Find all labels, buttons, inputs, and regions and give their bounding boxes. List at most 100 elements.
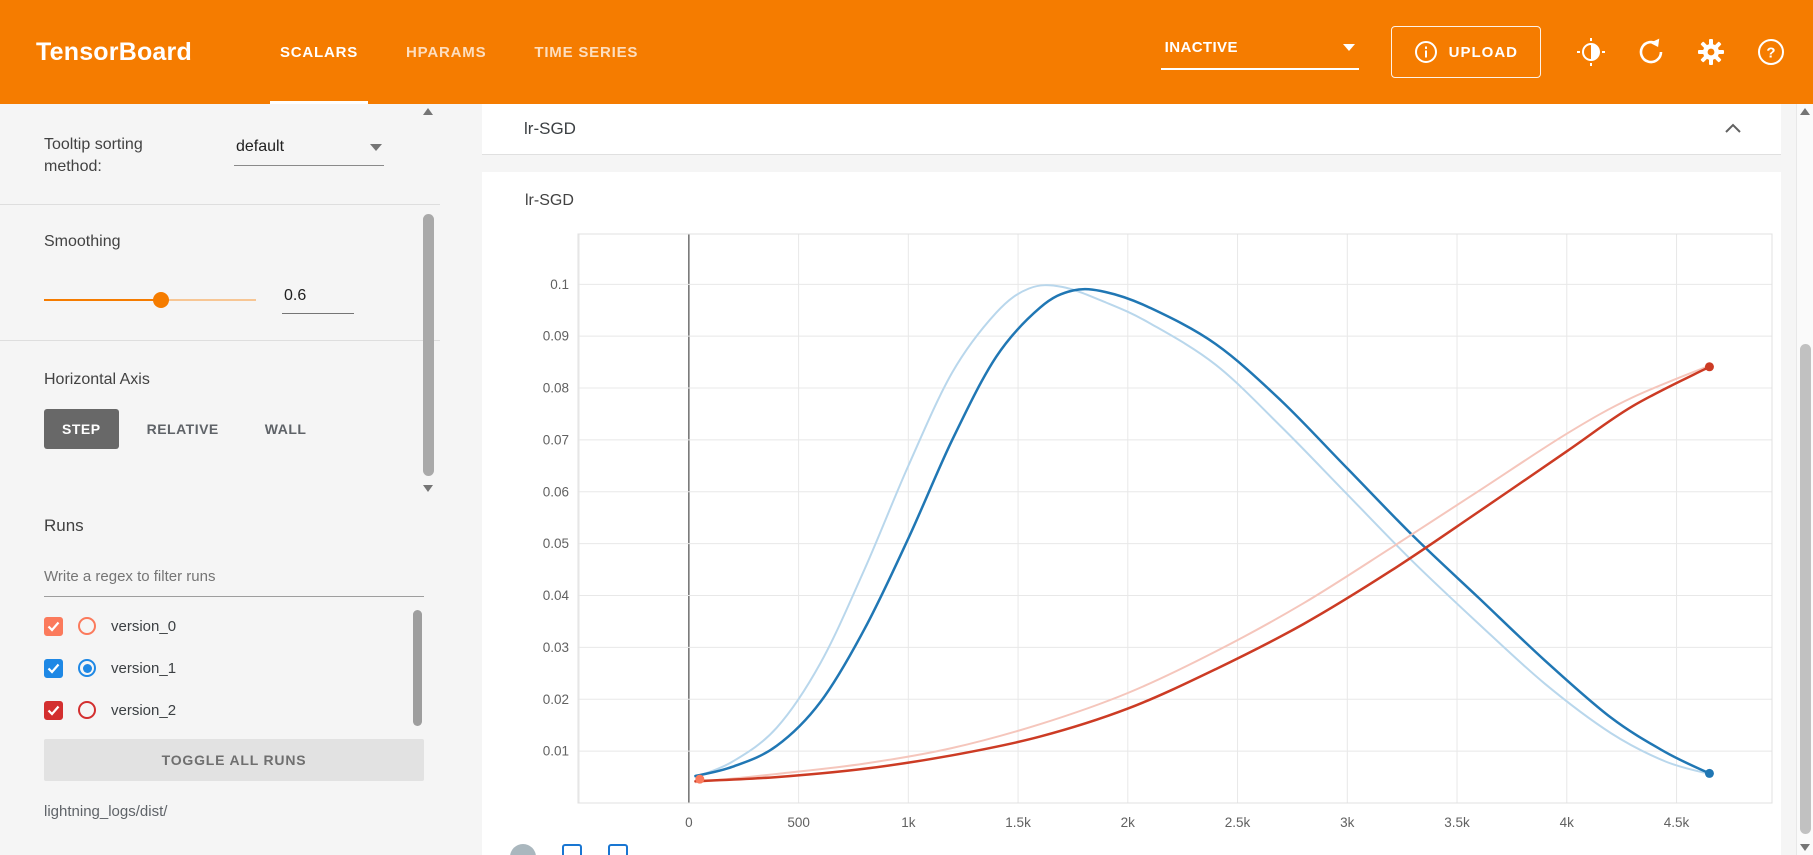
tooltip-sorting-row: Tooltip sorting method: default: [44, 134, 384, 178]
page-scrollbar[interactable]: [1796, 104, 1813, 855]
svg-text:2k: 2k: [1121, 815, 1136, 830]
slider-track-filled: [44, 298, 161, 301]
settings-sidebar: Tooltip sorting method: default Smoothin…: [0, 104, 440, 855]
run-name: version_1: [111, 659, 177, 677]
radio-dot: [82, 663, 92, 673]
app-title: TensorBoard: [36, 37, 192, 66]
chart-action-buttons: [510, 844, 628, 855]
runs-title: Runs: [44, 516, 84, 535]
smoothing-row: [44, 285, 384, 314]
smoothing-slider[interactable]: [44, 291, 256, 308]
runs-filter-input[interactable]: [44, 562, 424, 597]
svg-text:0.02: 0.02: [543, 692, 569, 707]
tooltip-sorting-select[interactable]: default: [234, 134, 384, 166]
chart-expand-icon[interactable]: [562, 844, 582, 855]
chart-action-run-icon[interactable]: [510, 844, 536, 855]
upload-button[interactable]: UPLOAD: [1390, 26, 1541, 78]
axis-relative-button[interactable]: RELATIVE: [129, 409, 237, 449]
tab-scalars[interactable]: SCALARS: [256, 0, 382, 104]
theme-toggle-button[interactable]: [1575, 36, 1607, 68]
run-row: version_2: [44, 689, 402, 731]
svg-text:2.5k: 2.5k: [1225, 815, 1251, 830]
scalar-card-header: lr-SGD: [482, 104, 1781, 155]
help-button[interactable]: ?: [1755, 36, 1787, 68]
scroll-up-icon[interactable]: [1800, 108, 1810, 115]
slider-thumb[interactable]: [152, 291, 169, 308]
check-icon: [47, 705, 60, 716]
run-name: version_0: [111, 617, 177, 635]
settings-scrollbar[interactable]: [422, 104, 435, 496]
run-list-scrollbar[interactable]: [413, 610, 422, 726]
run-list: version_0 version_1: [44, 605, 424, 731]
topbar-controls: INACTIVE UPLOAD: [1160, 26, 1787, 78]
help-icon: ?: [1758, 39, 1784, 65]
lr-sgd-chart-card: lr-SGD 0 500 1k 1.5k 2k 2.5k 3k 3.5k 4k 4.5k 0.01 0…: [482, 172, 1781, 855]
chevron-up-icon: [1725, 123, 1741, 133]
svg-text:3.5k: 3.5k: [1444, 815, 1470, 830]
toggle-all-runs-button[interactable]: TOGGLE ALL RUNS: [44, 739, 424, 781]
slider-track-rest: [160, 298, 256, 301]
horizontal-axis-buttons: STEP RELATIVE WALL: [44, 409, 384, 449]
tab-time-series[interactable]: TIME SERIES: [534, 43, 639, 61]
card-title: lr-SGD: [524, 119, 576, 138]
svg-text:0.07: 0.07: [543, 432, 569, 447]
run-state-value: INACTIVE: [1164, 38, 1238, 56]
check-icon: [47, 663, 60, 674]
svg-text:0.04: 0.04: [543, 588, 570, 603]
page-body: Tooltip sorting method: default Smoothin…: [0, 104, 1813, 855]
axis-step-button[interactable]: STEP: [44, 409, 119, 449]
run-row: version_0: [44, 605, 402, 647]
scroll-down-icon[interactable]: [1800, 844, 1810, 851]
run-checkbox[interactable]: [44, 616, 63, 636]
chart-title: lr-SGD: [525, 192, 574, 209]
general-settings-pane: Tooltip sorting method: default Smoothin…: [0, 104, 440, 449]
run-state-dropdown[interactable]: INACTIVE: [1160, 35, 1359, 70]
svg-text:0: 0: [685, 815, 693, 830]
svg-text:4.5k: 4.5k: [1664, 815, 1690, 830]
caret-down-icon: [370, 143, 382, 151]
upload-button-label: UPLOAD: [1448, 43, 1518, 61]
top-app-bar: TensorBoard SCALARS HPARAMS TIME SERIES …: [0, 0, 1813, 104]
svg-text:0.09: 0.09: [543, 329, 569, 344]
scrollbar-thumb[interactable]: [1800, 344, 1811, 834]
axis-wall-button[interactable]: WALL: [247, 409, 325, 449]
radio-dot: [83, 622, 92, 631]
scroll-up-icon[interactable]: [423, 108, 433, 115]
svg-text:0.01: 0.01: [543, 744, 569, 759]
svg-text:1k: 1k: [901, 815, 916, 830]
info-icon: [1414, 41, 1437, 63]
scroll-down-icon[interactable]: [423, 485, 433, 492]
settings-button[interactable]: [1695, 36, 1727, 68]
collapse-card-button[interactable]: [1719, 117, 1747, 142]
smoothing-label: Smoothing: [44, 233, 121, 250]
run-radio[interactable]: [78, 701, 96, 719]
refresh-icon: [1639, 38, 1663, 64]
run-checkbox[interactable]: [44, 700, 63, 720]
scrollbar-thumb[interactable]: [423, 214, 434, 476]
run-name: version_2: [111, 701, 177, 719]
run-radio[interactable]: [78, 659, 96, 677]
run-checkbox[interactable]: [44, 658, 63, 678]
caret-down-icon: [1342, 43, 1355, 51]
tooltip-sorting-label: Tooltip sorting method:: [44, 136, 143, 175]
run-row: version_1: [44, 647, 402, 689]
chart-fit-domain-icon[interactable]: [608, 844, 628, 855]
svg-text:0.1: 0.1: [550, 277, 569, 292]
smoothing-value-input[interactable]: [282, 285, 354, 314]
tab-hparams[interactable]: HPARAMS: [406, 43, 487, 61]
runs-pane: Runs version_0: [44, 516, 424, 820]
gear-icon: [1698, 39, 1724, 65]
svg-text:0.08: 0.08: [543, 381, 569, 396]
divider: [0, 204, 440, 205]
svg-text:1.5k: 1.5k: [1005, 815, 1031, 830]
tooltip-sorting-value: default: [236, 138, 285, 155]
lr-sgd-line-chart[interactable]: 0 500 1k 1.5k 2k 2.5k 3k 3.5k 4k 4.5k 0.01 0.02 0.03…: [482, 220, 1781, 842]
refresh-button[interactable]: [1635, 36, 1667, 68]
run-radio[interactable]: [78, 617, 96, 635]
radio-dot: [83, 706, 92, 715]
brightness-icon: [1577, 38, 1605, 66]
svg-text:0.05: 0.05: [543, 536, 569, 551]
divider: [0, 340, 440, 341]
svg-text:4k: 4k: [1560, 815, 1575, 830]
svg-text:0.06: 0.06: [543, 484, 569, 499]
